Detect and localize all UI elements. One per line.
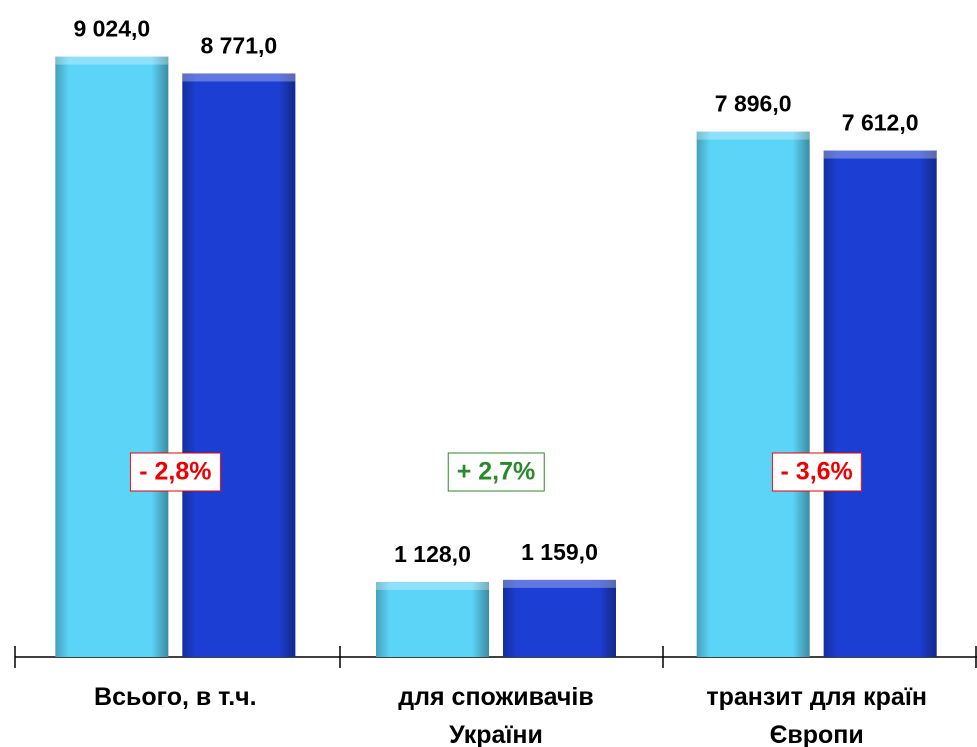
bar-shade: [696, 131, 810, 657]
x-tick-label: Всього, в т.ч.: [94, 683, 257, 711]
bar-shade: [503, 579, 616, 657]
bar-bevel: [696, 131, 810, 140]
bar-bevel: [503, 579, 616, 588]
bar-bevel: [823, 150, 937, 159]
value-label: 7 612,0: [842, 110, 919, 136]
value-label: 1 159,0: [521, 539, 598, 565]
bar-shade: [182, 73, 296, 657]
value-label: 8 771,0: [200, 32, 277, 58]
bar-shade: [376, 581, 489, 657]
value-label: 7 896,0: [715, 91, 792, 117]
x-tick-label: для споживачів України: [398, 683, 594, 747]
annotation: - 3,6%: [771, 452, 862, 492]
bar-bevel: [182, 73, 296, 82]
annotation: - 2,8%: [130, 452, 221, 492]
x-tick-label: транзит для країн Європи: [706, 683, 927, 747]
value-label: 9 024,0: [73, 16, 150, 42]
bar-shade: [55, 56, 169, 658]
value-label: 1 128,0: [394, 541, 471, 567]
annotation: + 2,7%: [447, 452, 545, 492]
bar-shade: [823, 150, 937, 658]
bar-bevel: [376, 581, 489, 590]
bar-bevel: [55, 56, 169, 65]
